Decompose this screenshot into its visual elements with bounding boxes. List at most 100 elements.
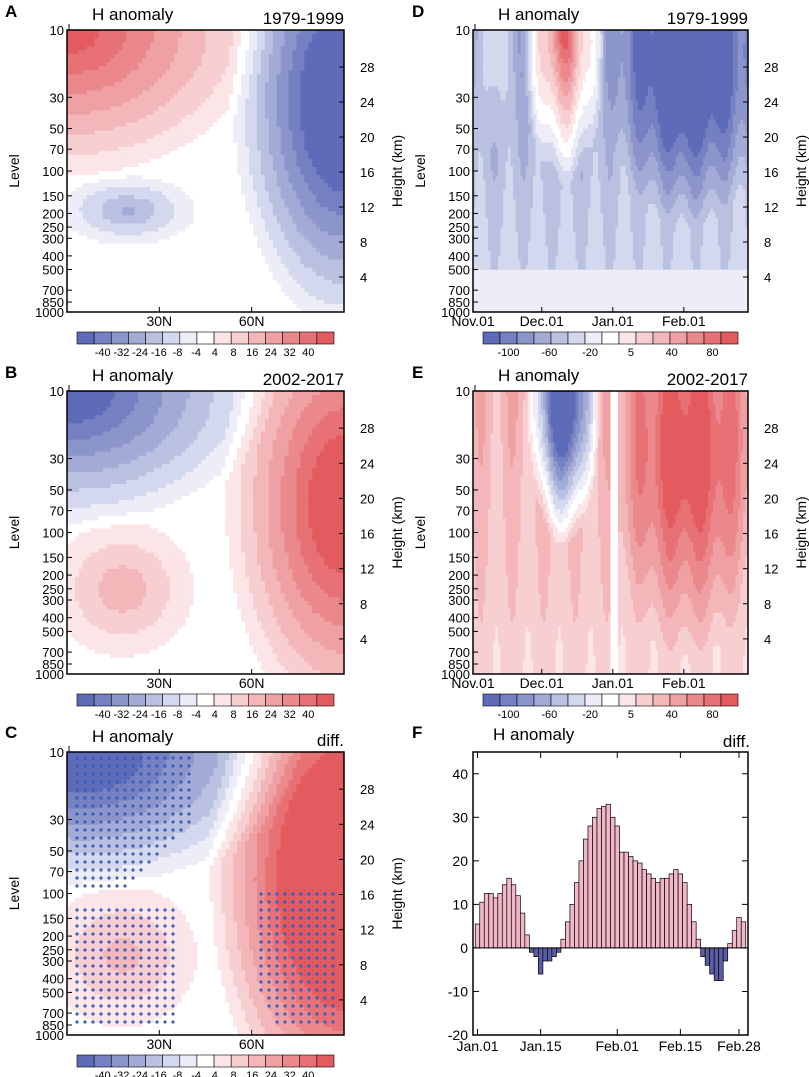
field-cell (249, 82, 254, 87)
field-cell (189, 291, 195, 297)
field-cell (217, 231, 222, 236)
field-cell (201, 295, 206, 301)
field-cell (67, 175, 72, 180)
field-cell (312, 175, 317, 180)
field-cell (118, 235, 123, 240)
field-cell (340, 150, 345, 156)
field-cell (150, 171, 155, 176)
field-cell (118, 70, 123, 75)
field-cell (300, 223, 305, 228)
field-cell (268, 263, 274, 269)
colorbar-swatch (110, 331, 129, 345)
field-cell (118, 98, 123, 103)
field-cell (312, 183, 317, 188)
field-cell (300, 187, 305, 192)
field-cell (332, 247, 337, 252)
field-cell (90, 62, 96, 67)
field-cell (304, 90, 309, 95)
field-cell (106, 243, 111, 248)
field-cell (185, 239, 191, 244)
field-cell (288, 146, 293, 152)
field-cell (213, 82, 218, 87)
field-cell (146, 102, 151, 107)
field-cell (292, 98, 297, 103)
field-cell (304, 130, 309, 136)
field-cell (316, 138, 321, 144)
field-cell (316, 38, 321, 43)
field-cell (86, 146, 92, 152)
field-cell (146, 207, 151, 212)
field-cell (312, 54, 317, 59)
field-cell (292, 307, 297, 313)
field-cell (173, 291, 179, 297)
field-cell (221, 207, 226, 212)
field-cell (106, 291, 111, 297)
field-cell (134, 158, 139, 164)
field-cell (205, 203, 210, 208)
field-cell (296, 219, 301, 224)
field-cell (296, 42, 301, 47)
field-cell (324, 307, 329, 313)
field-cell (245, 271, 250, 277)
field-cell (336, 70, 341, 75)
field-cell (86, 263, 92, 269)
field-cell (336, 166, 341, 172)
field-cell (213, 154, 218, 160)
field-cell (150, 263, 155, 269)
field-cell (209, 259, 214, 265)
field-cell (102, 110, 107, 115)
field-cell (165, 303, 171, 309)
field-cell (300, 98, 305, 103)
field-cell (189, 303, 195, 309)
field-cell (165, 54, 171, 59)
field-cell (122, 150, 127, 156)
field-cell (106, 102, 111, 107)
field-cell (86, 239, 92, 244)
field-cell (189, 231, 195, 236)
field-cell (138, 134, 143, 140)
field-cell (106, 134, 111, 140)
field-cell (272, 179, 278, 184)
field-cell (150, 267, 155, 273)
field-cell (205, 110, 210, 115)
field-cell (268, 227, 274, 232)
field-cell (312, 114, 317, 120)
field-cell (165, 295, 171, 301)
field-cell (213, 34, 218, 39)
field-cell (252, 199, 258, 204)
field-cell (268, 154, 274, 160)
field-cell (229, 126, 234, 132)
field-cell (181, 175, 187, 180)
field-cell (130, 219, 135, 224)
field-cell (177, 199, 183, 204)
field-cell (150, 251, 155, 256)
field-cell (288, 130, 293, 136)
field-cell (292, 46, 297, 51)
field-cell (272, 191, 278, 196)
field-cell (146, 283, 151, 289)
field-cell (213, 46, 218, 51)
field-cell (146, 30, 151, 35)
field-cell (169, 183, 175, 188)
field-cell (249, 74, 254, 79)
field-cell (260, 251, 266, 256)
field-cell (296, 118, 301, 124)
field-cell (316, 171, 321, 176)
field-cell (332, 223, 337, 228)
field-cell (229, 295, 234, 301)
field-cell (308, 130, 313, 136)
field-cell (134, 98, 139, 103)
field-cell (110, 106, 115, 111)
field-cell (138, 102, 143, 107)
field-cell (106, 90, 111, 95)
field-cell (158, 175, 163, 180)
field-cell (328, 150, 333, 156)
colorbar-label: -4 (191, 347, 201, 359)
field-cell (260, 118, 266, 124)
field-cell (296, 227, 301, 232)
field-cell (336, 275, 341, 281)
field-cell (324, 118, 329, 124)
field-cell (264, 134, 270, 140)
field-cell (165, 187, 171, 192)
field-cell (340, 138, 345, 144)
